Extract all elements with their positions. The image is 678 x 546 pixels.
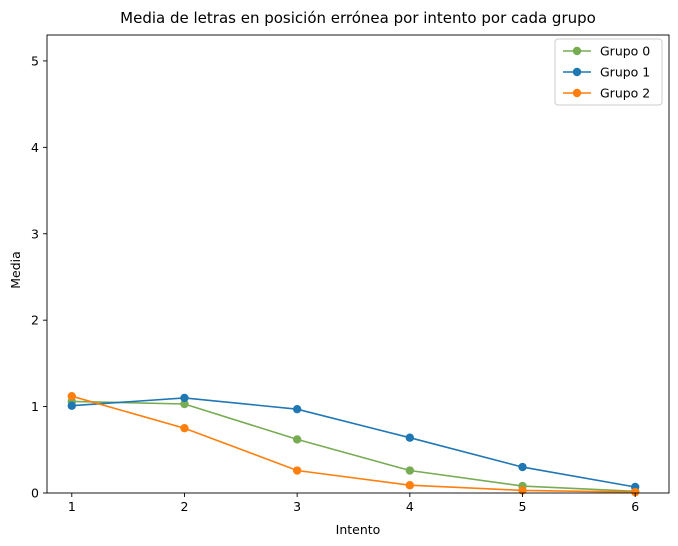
x-tick-label: 5 [519,499,527,514]
y-tick-label: 0 [31,486,39,501]
legend-label: Grupo 0 [600,44,650,59]
data-point-2-1 [180,423,189,433]
y-tick-label: 4 [31,140,39,155]
data-point-0-2 [292,435,302,444]
chart-title: Media de letras en posición errónea por … [120,9,596,27]
data-point-0-1 [180,399,189,409]
data-point-1-1 [180,393,189,403]
y-axis-label: Media [8,251,23,289]
legend-marker [572,46,582,56]
data-point-2-2 [292,466,302,475]
series-line-0 [71,400,636,493]
legend-label: Grupo 1 [600,65,650,80]
plot-area: 1 2 3 4 5 6 0 1 2 3 4 5 [31,34,670,514]
legend-marker [572,88,582,98]
data-point-1-4 [518,462,527,472]
x-tick-label: 2 [180,499,188,514]
data-point-2-4 [518,486,527,495]
y-tick-label: 3 [31,226,39,241]
legend-box [554,38,663,106]
x-axis-label: Intento [336,522,381,537]
y-tick-label: 2 [31,313,39,328]
plot-frame [46,34,670,494]
data-point-0-3 [405,466,415,475]
data-point-1-0 [67,401,76,410]
data-point-2-3 [405,481,415,490]
y-tick-label: 5 [31,53,39,68]
data-point-2-5 [630,487,640,497]
series-line-1 [71,397,636,488]
x-tick-label: 6 [631,499,639,514]
x-tick-label: 1 [68,499,76,514]
x-tick-label: 3 [293,499,301,514]
legend-marker [572,67,582,77]
data-point-1-2 [292,404,302,414]
legend-label: Grupo 2 [600,86,650,101]
data-point-2-0 [67,392,76,401]
y-tick-label: 1 [31,399,39,414]
x-tick-label: 4 [406,499,414,514]
legend: Grupo 0 Grupo 1 Grupo 2 [554,38,663,106]
series-line-2 [71,395,636,493]
data-point-1-3 [405,433,415,442]
